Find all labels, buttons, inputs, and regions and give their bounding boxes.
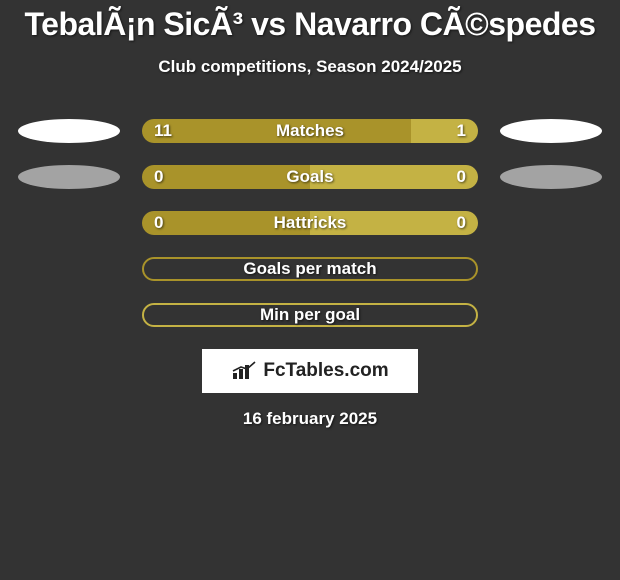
bar-left-fill: [142, 165, 310, 189]
stat-label: Goals per match: [243, 259, 376, 279]
player2-marker: [500, 165, 602, 189]
stat-bar: 11 1 Matches: [142, 119, 478, 143]
attribution-text: FcTables.com: [263, 360, 388, 382]
stat-bar: 0 0 Hattricks: [142, 211, 478, 235]
subtitle: Club competitions, Season 2024/2025: [0, 57, 620, 77]
stats-block: 11 1 Matches 0 0 Goals 0: [0, 119, 620, 327]
stat-row: Goals per match: [0, 257, 620, 281]
stat-bar-empty: Min per goal: [142, 303, 478, 327]
bar-right-fill: [310, 165, 478, 189]
bar-right-fill: [310, 211, 478, 235]
attribution-badge: FcTables.com: [202, 349, 418, 393]
chart-icon: [231, 361, 257, 381]
page-title: TebalÃ¡n SicÃ³ vs Navarro CÃ©spedes: [0, 0, 620, 43]
stat-row: Min per goal: [0, 303, 620, 327]
player1-marker: [18, 119, 120, 143]
player2-marker: [500, 119, 602, 143]
stat-bar-empty: Goals per match: [142, 257, 478, 281]
bar-left-fill: [142, 119, 411, 143]
stat-row: 11 1 Matches: [0, 119, 620, 143]
stat-row: 0 0 Goals: [0, 165, 620, 189]
infographic-root: TebalÃ¡n SicÃ³ vs Navarro CÃ©spedes Club…: [0, 0, 620, 429]
stat-bar: 0 0 Goals: [142, 165, 478, 189]
bar-left-fill: [142, 211, 310, 235]
player1-marker: [18, 165, 120, 189]
date-text: 16 february 2025: [0, 409, 620, 429]
stat-label: Min per goal: [260, 305, 360, 325]
stat-row: 0 0 Hattricks: [0, 211, 620, 235]
bar-right-fill: [411, 119, 478, 143]
